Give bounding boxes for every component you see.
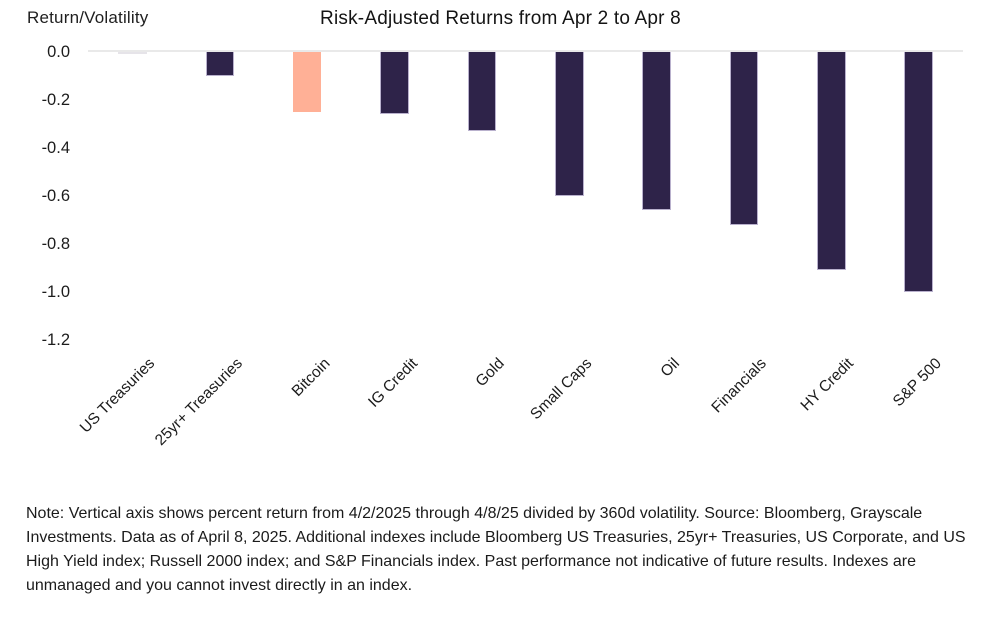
- bar-s-p-500: [904, 52, 933, 292]
- chart-title: Risk-Adjusted Returns from Apr 2 to Apr …: [320, 8, 681, 29]
- x-axis-label-bitcoin: Bitcoin: [288, 355, 334, 400]
- bar-ig-credit: [380, 52, 409, 115]
- bar-small-caps: [555, 52, 584, 196]
- x-axis-label-oil: Oil: [657, 355, 683, 381]
- plot-area: 0.0 -0.2 -0.4 -0.6 -0.8 -1.0 -1.2 US Treasuries…: [41, 43, 963, 449]
- y-axis-tick-label: 0.0: [47, 43, 70, 61]
- y-axis-tick-label: -0.2: [41, 91, 70, 109]
- x-axis-label-gold: Gold: [472, 355, 508, 391]
- y-axis-tick-label: -0.8: [41, 235, 70, 253]
- x-axis-label-ig-credit: IG Credit: [364, 355, 421, 411]
- footnote: Note: Vertical axis shows percent return…: [26, 505, 966, 594]
- bar-gold: [467, 52, 497, 132]
- bar-bitcoin: [292, 52, 322, 112]
- y-axis-tick-label: -1.0: [41, 283, 70, 301]
- zero-gridline: [88, 50, 963, 52]
- bar-us-treasuries: [118, 52, 147, 55]
- y-axis-tick-label: -1.2: [41, 331, 70, 349]
- x-axis-label-s-p-500: S&P 500: [889, 355, 945, 411]
- bar-hy-credit: [817, 52, 846, 271]
- y-axis-title: Return/Volatility: [27, 8, 149, 27]
- bar-financials: [729, 52, 759, 225]
- y-axis-tick-label: -0.4: [41, 139, 70, 157]
- bar-25yr-treasuries: [205, 52, 235, 76]
- y-axis-tick-label: -0.6: [41, 187, 70, 205]
- x-axis-label-us-treasuries: US Treasuries: [77, 355, 159, 437]
- bar-oil: [642, 52, 671, 211]
- x-axis-label-financials: Financials: [708, 355, 770, 417]
- x-axis-label-small-caps: Small Caps: [527, 355, 596, 424]
- x-axis-label-25yr-treasuries: 25yr+ Treasuries: [151, 355, 246, 449]
- x-axis-label-hy-credit: HY Credit: [798, 355, 858, 415]
